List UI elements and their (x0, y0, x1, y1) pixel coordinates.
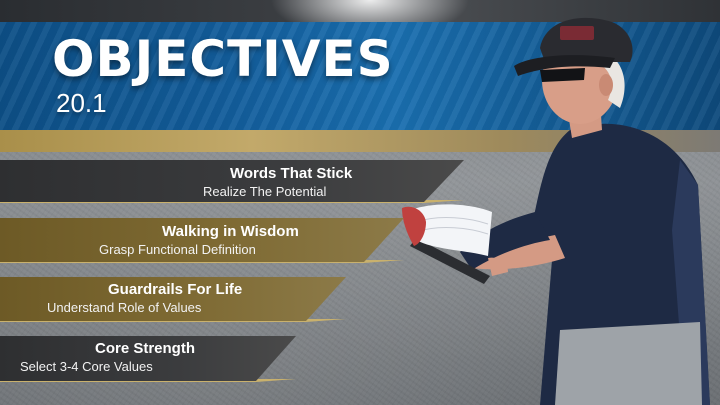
coach-photo (402, 17, 710, 405)
objective-banner-1: Words That Stick Realize The Potential (0, 160, 464, 202)
objective-4-title: Core Strength (95, 340, 196, 357)
objective-4-subtitle: Select 3-4 Core Values (20, 359, 153, 374)
objective-2-title: Walking in Wisdom (162, 223, 299, 240)
objective-2-subtitle: Grasp Functional Definition (99, 242, 256, 257)
page-subtitle: 20.1 (56, 88, 107, 118)
objective-banner-4: Core Strength Select 3-4 Core Values (0, 336, 296, 381)
objective-banner-3: Guardrails For Life Understand Role of V… (0, 277, 346, 321)
objective-3-title: Guardrails For Life (108, 281, 243, 298)
objective-banner-2: Walking in Wisdom Grasp Functional Defin… (0, 218, 404, 262)
objective-3-subtitle: Understand Role of Values (47, 300, 202, 315)
objective-1-title: Words That Stick (230, 165, 353, 182)
objective-1-subtitle: Realize The Potential (203, 184, 327, 199)
page-title: OBJECTIVES (52, 30, 394, 88)
gold-accent-strip (0, 130, 720, 152)
